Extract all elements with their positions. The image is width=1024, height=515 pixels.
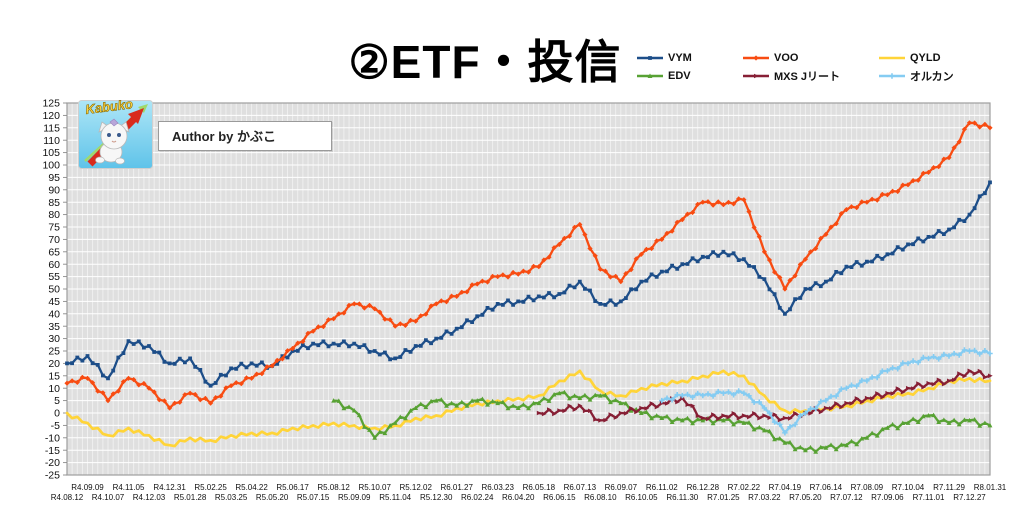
x-axis-label: R6.10.05 (625, 493, 658, 502)
x-axis-label: R6.09.07 (605, 483, 638, 492)
x-axis-label: R4.11.05 (113, 483, 145, 492)
y-axis-label: 45 (48, 296, 60, 308)
x-axis-label: R4.09.09 (71, 483, 104, 492)
y-axis-label: 50 (48, 284, 60, 296)
x-axis-label: R8.01.31 (974, 483, 1007, 492)
x-axis-label: R6.05.18 (523, 483, 556, 492)
y-axis-ticks (63, 102, 67, 476)
y-axis-label: 85 (48, 197, 60, 209)
y-axis-label: 25 (48, 346, 60, 358)
x-axis-label: R7.12.27 (953, 493, 986, 502)
x-axis-label: R5.04.22 (235, 483, 268, 492)
x-axis-label: R6.07.13 (564, 483, 597, 492)
y-axis-label: 110 (43, 135, 60, 147)
kabuko-logo-image: Kabuko (78, 96, 153, 169)
y-axis-label: 40 (48, 308, 60, 320)
x-axis-label: R6.11.30 (666, 493, 698, 502)
x-axis-label: R7.11.01 (913, 493, 945, 502)
series-line-QYLD (65, 369, 992, 448)
y-axis-label: 75 (48, 222, 60, 234)
x-axis-label: R6.03.23 (481, 483, 514, 492)
x-axis-label: R7.02.22 (728, 483, 761, 492)
x-axis-label: R7.09.06 (871, 493, 904, 502)
y-axis-label: 100 (42, 160, 60, 172)
cat-illustration (95, 118, 130, 165)
x-axis-label: R5.01.28 (174, 493, 207, 502)
y-axis-label: 120 (42, 110, 60, 122)
x-axis-label: R6.06.15 (543, 493, 576, 502)
y-axis-label: 65 (48, 246, 60, 258)
y-axis-label: 70 (48, 234, 60, 246)
kabuko-logo-text: Kabuko (85, 100, 134, 117)
y-axis-label: 95 (48, 172, 60, 184)
y-axis-label: 30 (48, 333, 60, 345)
x-axis-label: R7.08.09 (851, 483, 884, 492)
x-axis-label: R7.11.29 (933, 483, 965, 492)
y-axis-label: 105 (42, 147, 60, 159)
x-axis-label: R7.03.22 (748, 493, 781, 502)
x-axis-label: R5.07.15 (297, 493, 330, 502)
x-axis-label: R5.11.04 (379, 493, 411, 502)
x-axis-label: R5.09.09 (338, 493, 371, 502)
y-axis-label: -5 (51, 420, 60, 432)
x-axis-label: R7.01.25 (707, 493, 740, 502)
x-axis-labels: R4.08.12R4.09.09R4.10.07R4.11.05R4.12.03… (51, 483, 1007, 502)
y-axis-label: 35 (48, 321, 60, 333)
author-credit-text: Author by かぶこ (172, 129, 276, 144)
x-axis-label: R4.10.07 (92, 493, 125, 502)
x-axis-label: R4.12.03 (133, 493, 166, 502)
x-axis-label: R5.06.17 (276, 483, 309, 492)
author-credit-box: Author by かぶこ (158, 121, 332, 151)
x-axis-label: R6.12.28 (687, 483, 720, 492)
x-axis-label: R5.12.02 (399, 483, 432, 492)
y-axis-label: 15 (48, 370, 60, 382)
y-axis-label: -25 (45, 470, 60, 482)
series-markers-オルカン (659, 347, 993, 436)
y-axis-label: 80 (48, 209, 60, 221)
y-axis-label: -10 (45, 432, 60, 444)
y-axis-label: 10 (48, 383, 60, 395)
x-axis-label: R5.08.12 (317, 483, 350, 492)
y-axis-label: 60 (48, 259, 60, 271)
x-axis-label: R6.11.02 (646, 483, 678, 492)
x-axis-label: R7.10.04 (892, 483, 925, 492)
y-axis-labels: -25-20-15-10-505101520253035404550556065… (42, 98, 60, 482)
x-axis-label: R5.03.25 (215, 493, 248, 502)
x-axis-label: R7.05.20 (789, 493, 822, 502)
y-axis-label: -20 (45, 457, 60, 469)
x-axis-label: R7.07.12 (830, 493, 863, 502)
x-axis-label: R5.10.07 (358, 483, 391, 492)
x-axis-label: R4.12.31 (153, 483, 186, 492)
y-axis-label: 20 (48, 358, 60, 370)
y-axis-label: 55 (48, 271, 60, 283)
page-title: ②ETF・投信 (348, 36, 622, 88)
x-axis-label: R7.06.14 (810, 483, 843, 492)
y-axis-label: 90 (48, 184, 60, 196)
x-axis-label: R6.04.20 (502, 493, 535, 502)
x-axis-label: R5.12.30 (420, 493, 453, 502)
x-axis-label: R7.04.19 (769, 483, 802, 492)
y-axis-label: -15 (45, 445, 60, 457)
x-axis-label: R6.01.27 (440, 483, 473, 492)
x-axis-label: R5.02.25 (194, 483, 227, 492)
x-axis-label: R6.08.10 (584, 493, 617, 502)
y-axis-label: 125 (42, 98, 60, 110)
x-axis-label: R4.08.12 (51, 493, 84, 502)
x-axis-label: R6.02.24 (461, 493, 494, 502)
kabuko-logo: Kabuko (78, 96, 153, 169)
y-axis-label: 115 (43, 122, 60, 134)
y-axis-label: 5 (54, 395, 60, 407)
x-axis-label: R5.05.20 (256, 493, 289, 502)
y-axis-label: 0 (54, 408, 60, 420)
